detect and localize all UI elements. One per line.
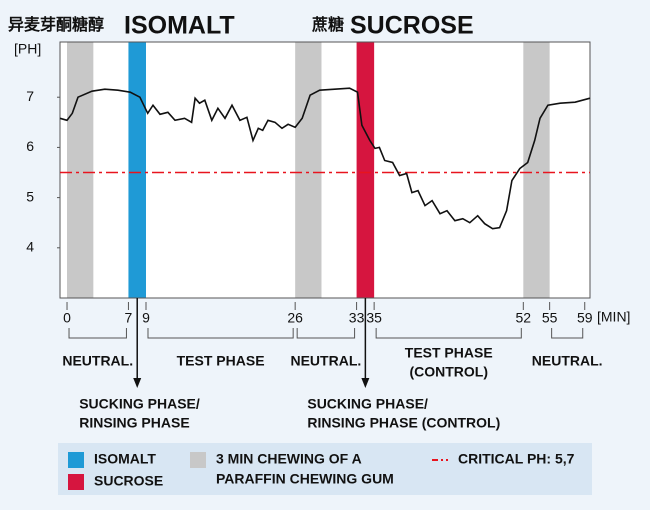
x-tick-label: 0 <box>63 310 71 326</box>
y-tick-label: 6 <box>26 138 34 154</box>
phase-bracket <box>375 328 522 339</box>
legend-swatch <box>68 474 84 490</box>
arrow-head <box>133 378 142 388</box>
phase-bracket <box>296 328 356 339</box>
legend-label: ISOMALT <box>94 451 156 467</box>
legend-swatch <box>190 452 206 468</box>
x-tick-label: 26 <box>287 310 303 326</box>
legend-label: CRITICAL PH: 5,7 <box>458 451 575 467</box>
y-tick-label: 4 <box>26 239 34 255</box>
y-tick-label: 5 <box>26 188 34 204</box>
x-tick-label: 35 <box>366 310 382 326</box>
legend-box <box>58 443 592 495</box>
phase-label: NEUTRAL. <box>290 353 361 369</box>
band <box>295 42 322 298</box>
title-isomalt: ISOMALT <box>124 12 235 40</box>
x-tick-label: 7 <box>125 310 133 326</box>
title-sucrose-cn: 蔗糖 <box>311 15 344 34</box>
phase-label: NEUTRAL. <box>62 353 133 369</box>
phase-label: TEST PHASE <box>405 345 493 361</box>
band <box>356 42 375 298</box>
band <box>523 42 550 298</box>
annotation: SUCKING PHASE/ <box>307 396 428 412</box>
phase-bracket <box>68 328 127 339</box>
phase-label: (CONTROL) <box>409 364 488 380</box>
annotation: RINSING PHASE (CONTROL) <box>307 415 500 431</box>
band <box>67 42 94 298</box>
legend-swatch <box>68 452 84 468</box>
legend-label: PARAFFIN CHEWING GUM <box>216 471 394 487</box>
ph-line <box>59 87 591 230</box>
band <box>128 42 146 298</box>
annotation: SUCKING PHASE/ <box>79 396 200 412</box>
plot-area <box>59 41 591 299</box>
legend-label: SUCROSE <box>94 473 163 489</box>
phase-label: NEUTRAL. <box>532 353 603 369</box>
y-axis-label: [PH] <box>14 41 41 57</box>
x-tick-label: 59 <box>577 310 593 326</box>
phase-bracket <box>147 328 294 339</box>
x-tick-label: 33 <box>349 310 365 326</box>
legend-label: 3 MIN CHEWING OF A <box>216 451 362 467</box>
x-tick-label: 9 <box>142 310 150 326</box>
phase-bracket <box>551 328 584 339</box>
x-tick-label: 55 <box>542 310 558 326</box>
x-axis-label: [MIN] <box>597 309 630 325</box>
title-isomalt-cn: 异麦芽酮糖醇 <box>8 15 104 34</box>
annotation: RINSING PHASE <box>79 415 189 431</box>
arrow-head <box>361 378 370 388</box>
y-tick-label: 7 <box>26 88 34 104</box>
x-tick-label: 52 <box>516 310 532 326</box>
title-sucrose: SUCROSE <box>350 12 474 40</box>
phase-label: TEST PHASE <box>177 353 265 369</box>
